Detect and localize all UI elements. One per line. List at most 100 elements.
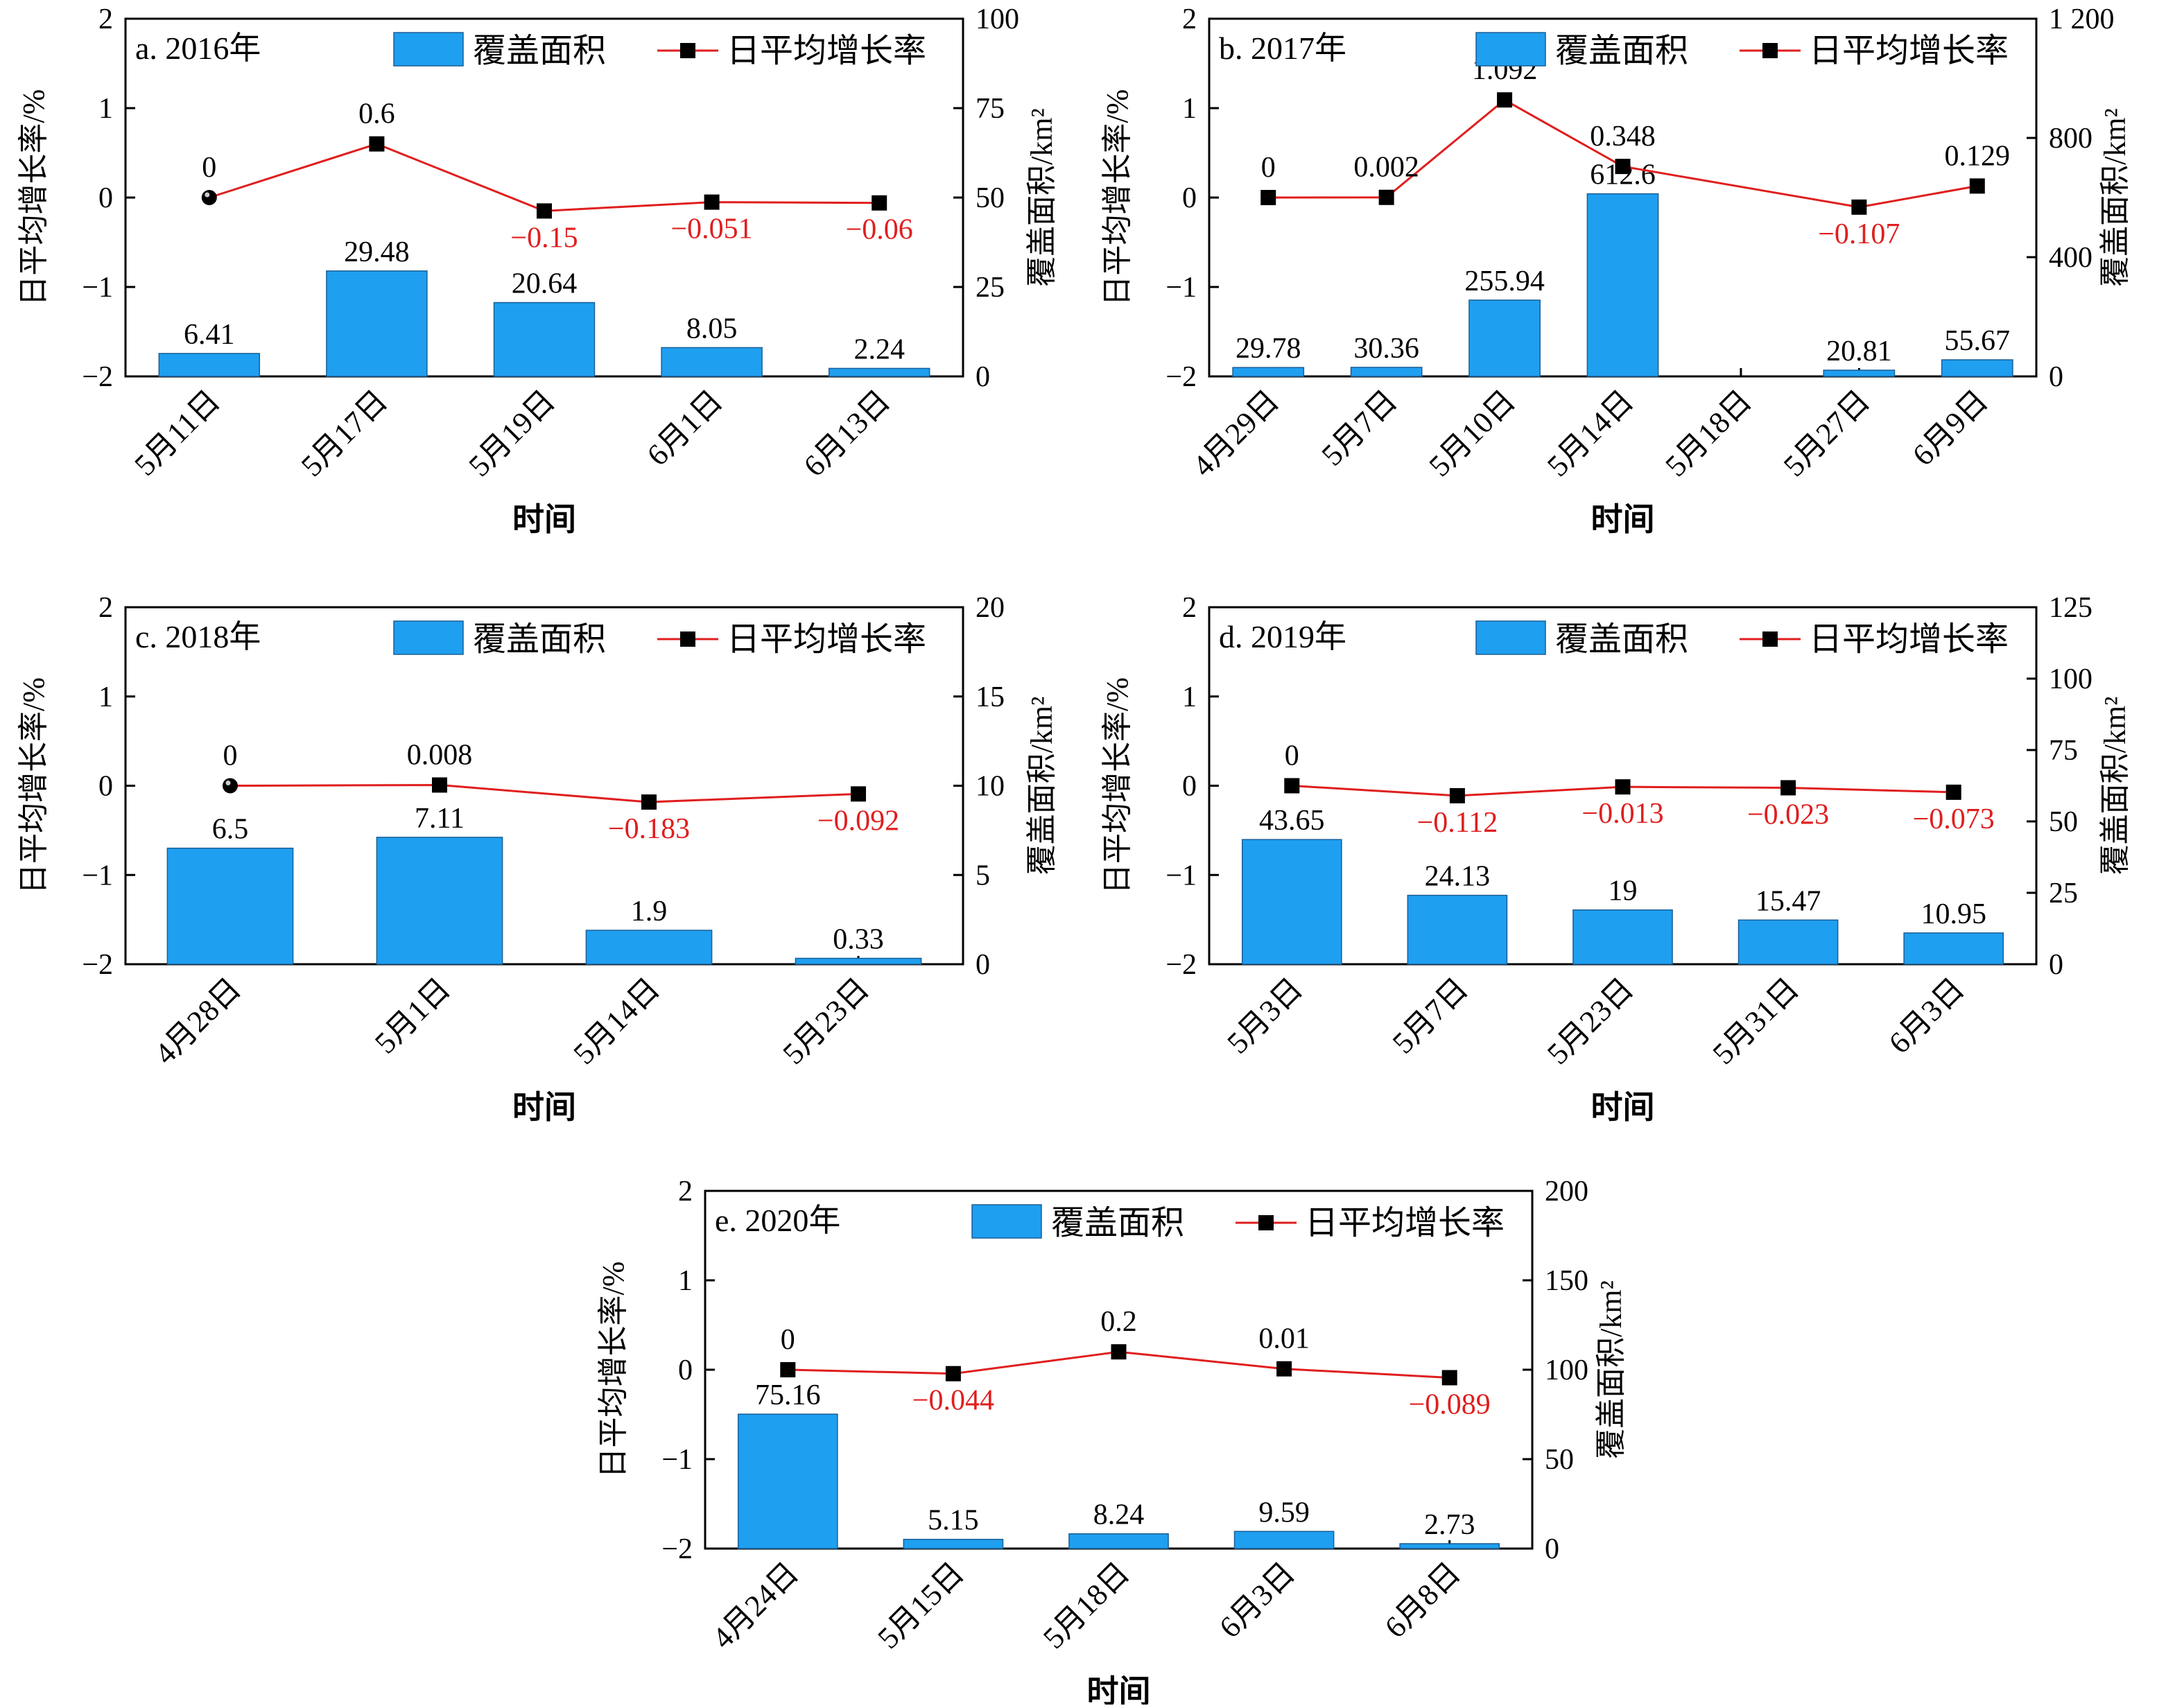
- legend-line-label: 日平均增长率: [1809, 33, 2009, 69]
- right-tick-label: 1 200: [2049, 3, 2115, 35]
- bar-value-label: 8.05: [686, 313, 738, 345]
- bar-value-label: 5.15: [928, 1505, 979, 1537]
- bar: [158, 353, 261, 377]
- line-marker: [641, 794, 657, 810]
- x-tick-label: 6月13日: [797, 383, 897, 483]
- bar-value-label: 20.64: [512, 268, 578, 299]
- legend-line-label: 日平均增长率: [1305, 1205, 1505, 1241]
- legend-bar-swatch: [971, 1204, 1042, 1239]
- right-tick-label: 100: [1545, 1354, 1588, 1386]
- x-tick-label: 5月31日: [1706, 971, 1806, 1071]
- x-tick-label: 5月27日: [1777, 383, 1877, 483]
- x-tick-label: 5月23日: [1541, 971, 1640, 1071]
- line-value-label: −0.013: [1581, 798, 1663, 830]
- x-tick-label: 5月10日: [1423, 383, 1523, 483]
- bar: [1903, 932, 2004, 965]
- chart-panel: 2 1 0 −1 −2 1 200 800 400 0 日平均增长率/% 覆盖面积/km² 时间 4月2…: [1100, 3, 2132, 537]
- left-tick-label: −1: [1165, 860, 1197, 891]
- line-marker: [1111, 1344, 1127, 1360]
- left-tick-label: 2: [678, 1176, 693, 1208]
- line-marker: [201, 190, 217, 205]
- x-tick-label: 6月1日: [641, 383, 729, 472]
- right-tick-label: 0: [976, 361, 990, 393]
- bar-value-label: 29.48: [344, 236, 410, 268]
- line-marker: [1945, 784, 1961, 800]
- left-tick-label: 0: [1182, 771, 1197, 803]
- right-tick-label: 25: [2049, 878, 2078, 909]
- line-value-label: 0.348: [1590, 121, 1656, 152]
- bar-value-label: 55.67: [1945, 325, 2011, 357]
- bar: [1232, 367, 1305, 377]
- x-tick-label: 5月7日: [1386, 971, 1475, 1060]
- line-marker: [432, 777, 447, 793]
- bar-value-label: 6.5: [212, 814, 249, 846]
- left-tick-label: −2: [1165, 949, 1197, 981]
- right-tick-label: 0: [976, 949, 990, 981]
- right-tick-label: 50: [2049, 806, 2078, 838]
- bar: [737, 1413, 838, 1549]
- legend-line-marker: [680, 43, 695, 58]
- line-value-label: −0.15: [510, 222, 578, 254]
- bar: [661, 347, 763, 377]
- line-value-label: −0.089: [1409, 1388, 1491, 1420]
- legend-bar-label: 覆盖面积: [473, 621, 606, 658]
- x-axis-title: 时间: [512, 1090, 576, 1125]
- line-value-label: 0: [202, 152, 216, 184]
- line-value-label: −0.044: [912, 1385, 994, 1417]
- bar: [1407, 894, 1508, 965]
- x-axis-title: 时间: [1087, 1674, 1151, 1705]
- growth-rate-line: [1268, 98, 1978, 209]
- left-tick-label: 0: [678, 1354, 693, 1386]
- bar-value-label: 29.78: [1236, 333, 1301, 365]
- right-tick-label: 10: [976, 771, 1005, 803]
- line-marker: [945, 1366, 961, 1382]
- left-tick-label: 1: [98, 93, 113, 125]
- x-tick-label: 6月3日: [1882, 971, 1971, 1060]
- line-marker: [1851, 199, 1867, 215]
- left-tick-label: −2: [82, 949, 113, 981]
- line-marker: [780, 1362, 796, 1377]
- legend-line-marker: [1258, 1215, 1274, 1230]
- left-tick-label: 0: [98, 182, 113, 214]
- legend-line-marker: [680, 631, 695, 647]
- line-marker: [1615, 779, 1631, 795]
- line-value-label: 0.6: [358, 98, 395, 130]
- line-marker: [1780, 780, 1796, 796]
- left-tick-label: −2: [1165, 361, 1197, 393]
- x-tick-label: 5月7日: [1315, 383, 1404, 472]
- line-value-label: −0.06: [846, 214, 913, 246]
- bar: [376, 837, 503, 965]
- left-tick-label: 1: [1182, 93, 1197, 125]
- bar-value-label: 6.41: [184, 319, 235, 351]
- y-axis-right-title: 覆盖面积/km²: [2098, 108, 2132, 287]
- bar: [1823, 369, 1896, 377]
- bar: [1941, 359, 2013, 377]
- legend-bar-label: 覆盖面积: [473, 33, 606, 69]
- line-value-label: 0.01: [1258, 1323, 1310, 1355]
- line-marker: [872, 195, 887, 211]
- bar: [1572, 909, 1673, 965]
- line-marker: [369, 136, 385, 152]
- y-axis-left-title: 日平均增长率/%: [1100, 677, 1134, 894]
- y-axis-left-title: 日平均增长率/%: [17, 89, 51, 306]
- right-tick-label: 75: [976, 93, 1005, 125]
- x-axis-title: 时间: [1591, 502, 1655, 537]
- line-value-label: 0: [781, 1324, 795, 1356]
- growth-rate-line: [209, 143, 880, 212]
- y-axis-right-title: 覆盖面积/km²: [2098, 697, 2132, 875]
- x-axis-title: 时间: [1591, 1090, 1655, 1125]
- left-tick-label: 0: [98, 771, 113, 803]
- y-axis-left-title: 日平均增长率/%: [596, 1262, 630, 1479]
- x-tick-label: 5月15日: [871, 1556, 971, 1655]
- line-marker: [1969, 178, 1985, 194]
- left-tick-label: 2: [98, 3, 113, 35]
- right-tick-label: 0: [2049, 361, 2063, 393]
- panel-title: e. 2020年: [715, 1203, 840, 1238]
- line-value-label: −0.107: [1818, 218, 1900, 250]
- x-tick-label: 5月23日: [777, 971, 876, 1071]
- left-tick-label: −1: [82, 272, 113, 304]
- bar-value-label: 9.59: [1258, 1497, 1310, 1528]
